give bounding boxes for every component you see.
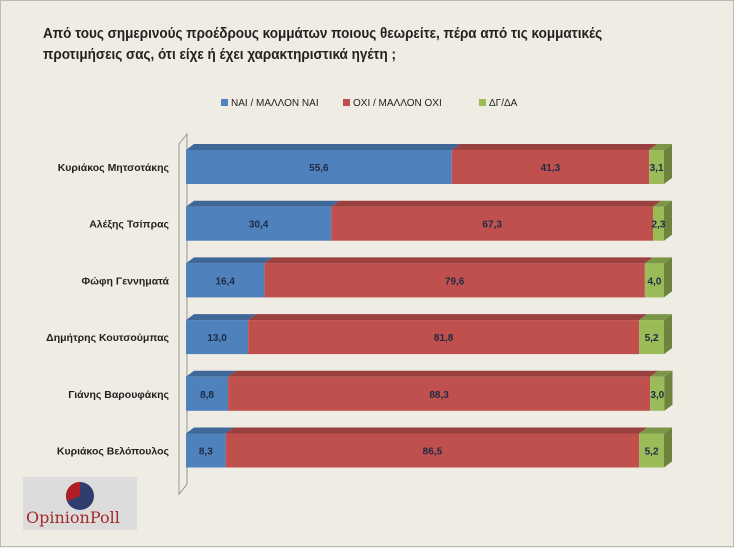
data-label: 3,1 [650,163,664,174]
category-label: Αλέξης Τσίπρας [89,219,169,231]
legend-swatch [479,99,486,106]
bar-segment [644,263,664,298]
data-label: 8,8 [200,390,214,401]
bar-segment [186,206,332,241]
bar-segment [186,320,249,355]
bar-segment [225,433,640,468]
bar-segment [451,150,650,184]
bar-segment [248,320,640,355]
bar-top [650,370,673,377]
bar-top [186,144,460,150]
category-label: Φώφη Γεννηματά [82,275,170,287]
logo-icon [66,482,94,510]
bar-top [186,200,340,207]
bar-top [248,314,648,321]
data-label: 4,0 [647,276,661,287]
data-label: 13,0 [207,333,227,344]
bar-top [639,314,672,321]
bar-segment [331,206,654,241]
data-label: 81,8 [434,333,454,344]
bar-top [451,144,658,150]
bar-segment [264,263,645,298]
bar-top [331,200,662,207]
data-label: 79,6 [445,276,465,287]
data-label: 3,0 [650,390,664,401]
bar-top [225,427,648,434]
bar-segment [653,206,664,241]
bar-top [644,257,672,264]
bar-top [186,257,273,264]
data-label: 5,2 [645,333,659,344]
bar-segment [186,376,229,411]
data-label: 88,3 [429,390,449,401]
bar-side [664,427,672,468]
bar-side [664,257,672,298]
bar-top [228,370,659,377]
bar-segment [649,150,664,184]
axis-wall [178,132,188,496]
legend-swatch [343,99,350,106]
data-label: 16,4 [215,276,235,287]
bar-side [664,314,672,355]
data-label: 67,3 [482,220,502,231]
bar-segment [186,263,265,298]
data-label: 8,3 [199,447,213,458]
data-label: 41,3 [541,163,561,174]
bar-side [664,144,672,184]
bar-top [653,200,672,207]
legend-label: ΟΧΙ / ΜΑΛΛΟΝ ΟΧΙ [353,98,442,109]
chart-title: Από τους σημερινούς προέδρους κομμάτων π… [43,25,603,63]
bar-top [186,314,257,321]
category-label: Γιάνης Βαρουφάκης [68,389,169,401]
bar-top [264,257,653,264]
logo-text: OpinionPoll [26,508,120,527]
data-label: 55,6 [309,163,329,174]
category-label: Κυριάκος Μητσοτάκης [58,162,170,174]
bar-segment [186,150,452,184]
category-label: Δημήτρης Κουτσούμπας [46,332,169,344]
bar-segment [650,376,665,411]
category-label: Κυριάκος Βελόπουλος [57,446,170,458]
bar-segment [228,376,651,411]
data-label: 2,3 [652,220,666,231]
bar-segment [186,433,226,468]
bar-segment [639,433,664,468]
data-label: 5,2 [645,447,659,458]
bar-side [664,370,673,411]
data-label: 30,4 [249,220,269,231]
legend-swatch [221,99,228,106]
bar-top [639,427,672,434]
data-label: 86,5 [423,447,443,458]
bar-top [186,427,234,434]
bar-segment [639,320,664,355]
legend-label: ΝΑΙ / ΜΑΛΛΟΝ ΝΑΙ [231,98,319,109]
opinionpoll-logo: OpinionPoll [23,477,137,530]
bar-top [186,370,237,377]
bar-top [649,144,672,150]
bar-side [664,200,672,241]
legend-label: ΔΓ/ΔΑ [489,98,518,109]
